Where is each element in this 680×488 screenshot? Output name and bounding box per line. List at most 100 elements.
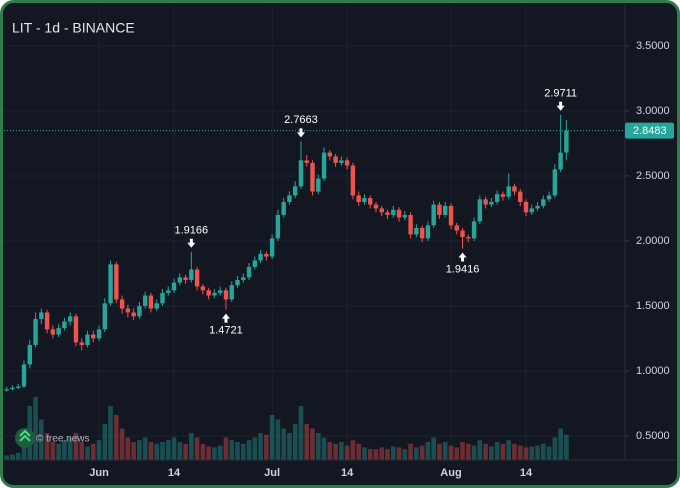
volume-bar [15,452,21,460]
volume-bar [558,428,563,460]
candle-body [241,277,246,280]
candle-body [408,214,413,235]
candle-body [529,208,534,213]
candle-body [368,198,373,205]
candle-body [212,292,217,296]
volume-bar [552,437,558,460]
x-tick-label: 14 [168,467,181,479]
volume-bar [350,440,356,460]
candle-body [339,160,344,163]
candle-body [558,152,563,170]
candle-body [379,208,384,213]
candle-body [119,299,125,309]
volume-bar [131,442,136,460]
candle-body [454,225,459,231]
volume-bar [177,442,183,460]
candle-body [350,165,356,196]
volume-bar [402,449,408,460]
candle-body [460,230,465,238]
watermark-logo [15,428,35,448]
candle-body [281,201,286,215]
volume-bar [419,445,425,460]
candle-body [483,199,488,205]
annotation-arrow [458,252,467,262]
volume-bar [114,415,119,460]
volume-bar [206,446,211,460]
candle-body [402,214,408,218]
candle-body [235,279,240,286]
candle-body [102,303,107,330]
volume-bar [183,443,188,460]
candle-body [437,204,442,215]
volume-bar [448,445,454,460]
volume-bar [512,443,517,460]
candle-body [79,342,84,345]
volume-bar [67,437,73,460]
candle-body [217,290,223,293]
annotation-arrow [221,313,230,323]
candle-body [91,334,96,339]
candle-body [264,253,269,257]
volume-bar [471,445,477,460]
y-tick-label: 2.5000 [636,170,670,182]
volume-bar [466,443,471,460]
volume-bar [252,437,258,460]
volume-bar [333,443,338,460]
volume-bar [137,440,142,460]
volume-bar [235,442,240,460]
candle-body [466,237,471,239]
volume-bar [200,443,206,460]
annotation-arrow [556,101,565,111]
candle-body [33,318,38,345]
candle-body [489,201,494,205]
volume-bar [194,437,200,460]
volume-bar [315,433,321,460]
volume-bar [119,428,125,460]
candle-body [142,295,148,306]
volume-bar [396,447,402,460]
volume-bar [310,428,315,460]
volume-bar [79,442,85,460]
candle-body [4,389,9,391]
volume-bar [506,440,511,460]
y-tick-label: 2.0000 [636,235,670,247]
candle-body [160,292,165,304]
x-tick-label: 14 [520,467,533,479]
candle-body [506,186,511,197]
volume-bar [304,424,310,460]
volume-bar [85,446,90,460]
volume-bar [327,442,333,460]
candle-body [293,186,298,196]
volume-bar [212,447,217,460]
candle-body [177,277,182,283]
x-tick-label: 14 [341,467,354,479]
candle-body [552,169,558,196]
volume-bar [264,434,269,460]
candle-body [39,312,44,319]
volume-bar [165,440,171,460]
candle-body [477,199,483,222]
candle-body [125,308,131,313]
candle-body [512,186,517,192]
annotation-arrow [187,238,196,248]
volume-bar [148,442,154,460]
y-tick-label: 3.5000 [636,40,670,52]
x-tick-label: Jun [89,467,109,479]
candle-body [431,204,436,226]
candle-body [275,214,281,239]
volume-bar [160,442,165,460]
candle-body [443,205,448,215]
candle-body [148,295,154,309]
candle-body [252,260,258,267]
volume-bar [189,433,194,460]
volume-bar [217,445,223,460]
candle-body [564,130,569,153]
candle-body [96,329,102,339]
candle-body [419,227,425,239]
candle-body [166,290,171,293]
candle-body [321,152,327,179]
volume-bar [154,443,160,460]
last-price-box [625,122,674,139]
volume-bar [431,437,436,460]
